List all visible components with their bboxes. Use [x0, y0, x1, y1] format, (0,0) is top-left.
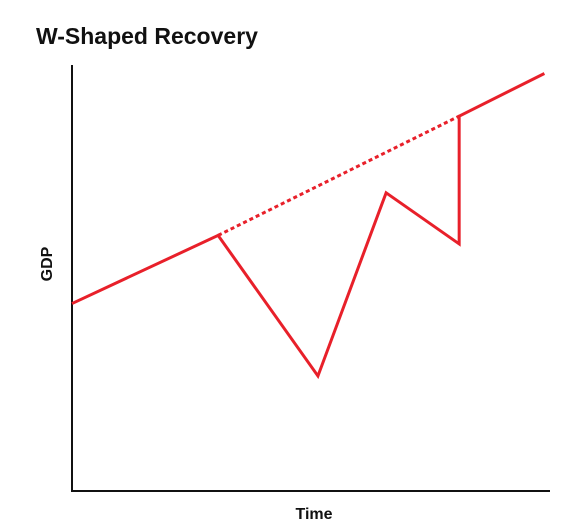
chart-title: W-Shaped Recovery: [36, 23, 258, 49]
y-axis-label: GDP: [39, 246, 56, 281]
series-layer: [71, 72, 546, 380]
x-axis-label: Time: [295, 506, 332, 523]
trend-line-dotted: [217, 114, 460, 237]
gdp-line: [71, 72, 546, 380]
